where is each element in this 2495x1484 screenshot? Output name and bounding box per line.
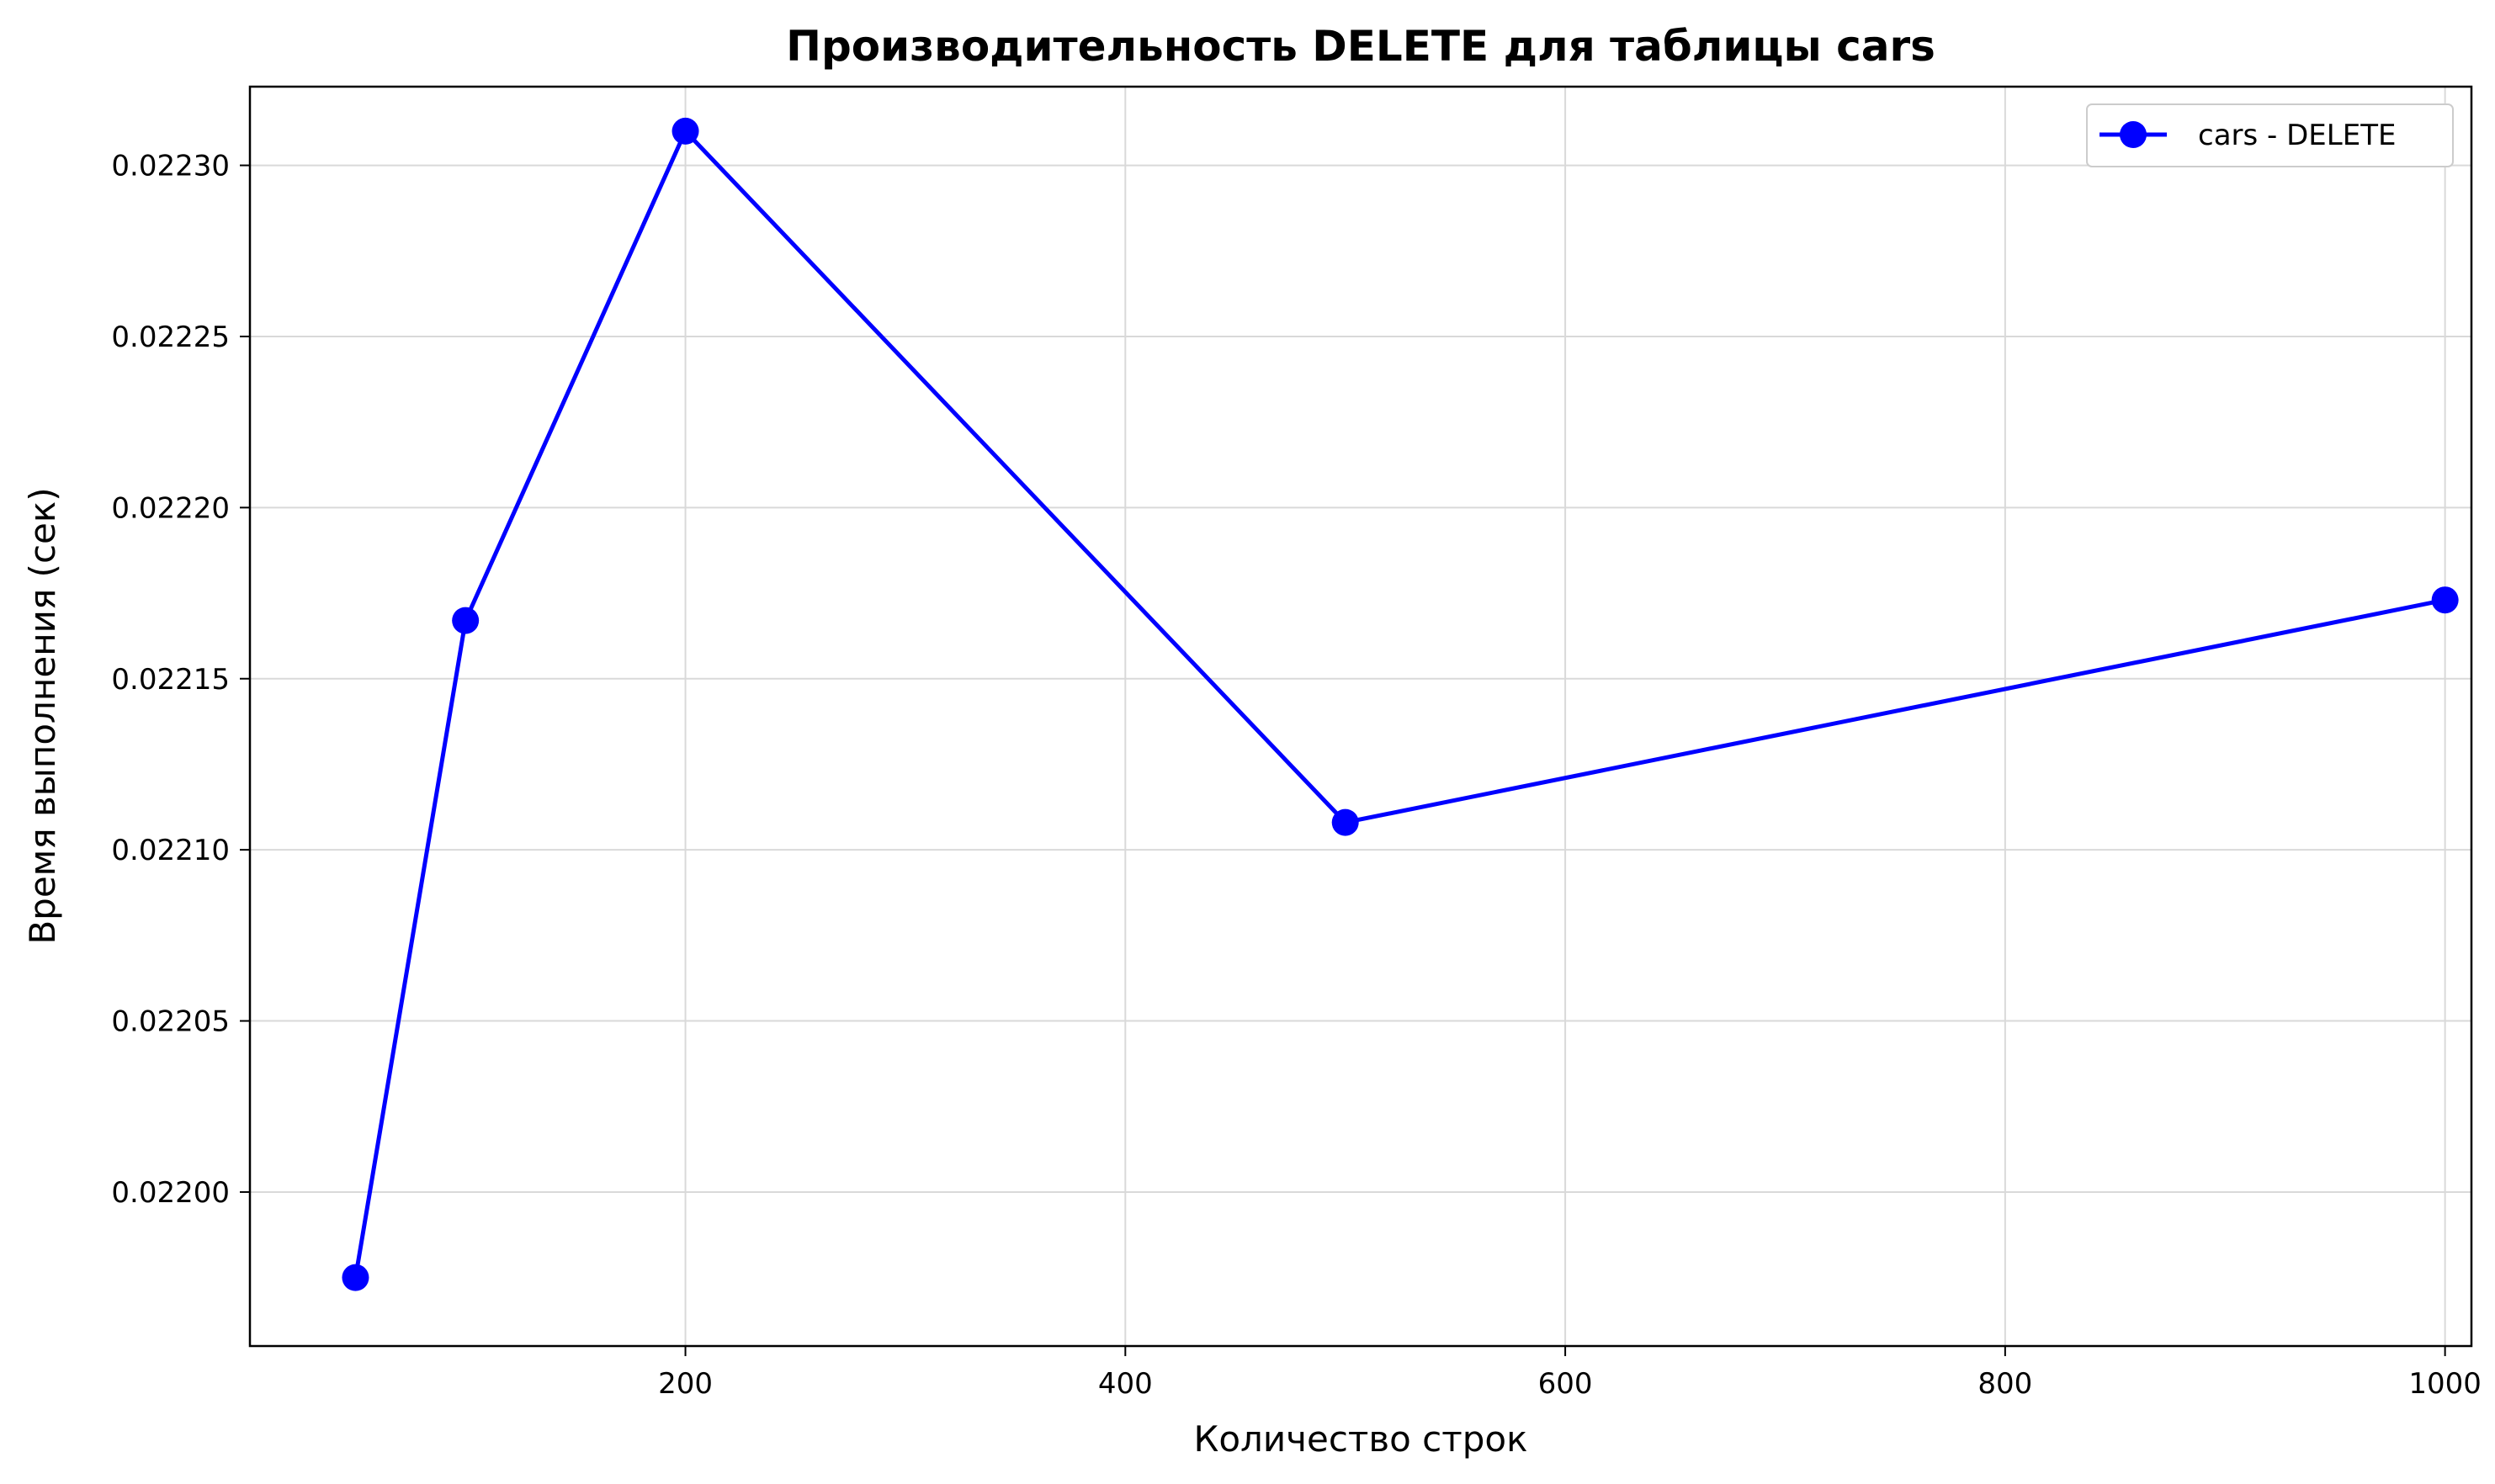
x-tick-label: 600 — [1538, 1367, 1593, 1401]
legend: cars - DELETE — [2086, 103, 2454, 167]
y-tick-label: 0.02225 — [111, 321, 230, 354]
x-axis-label: Количество строк — [1194, 1418, 1528, 1460]
data-point — [1331, 808, 1359, 836]
y-tick-label: 0.02230 — [111, 150, 230, 183]
y-tick-label: 0.02215 — [111, 663, 230, 697]
plot-frame — [248, 85, 2473, 1348]
data-point — [342, 1264, 369, 1291]
y-tick-label: 0.02210 — [111, 834, 230, 867]
axis-ticks: 200 400 600 800 1000 0.02200 0.02205 0.02210 0.0… — [111, 150, 2482, 1401]
legend-marker — [2120, 121, 2147, 148]
data-point — [672, 117, 699, 145]
y-tick-label: 0.02220 — [111, 491, 230, 525]
grid — [250, 87, 2471, 1346]
legend-label: cars - DELETE — [2198, 119, 2396, 152]
y-tick-label: 0.02205 — [111, 1005, 230, 1039]
x-tick-label: 400 — [1098, 1367, 1153, 1401]
x-tick-label: 800 — [1977, 1367, 2032, 1401]
y-axis-label: Время выполнения (сек) — [22, 487, 63, 944]
data-point — [2431, 586, 2459, 614]
x-tick-label: 200 — [658, 1367, 713, 1401]
x-tick-label: 1000 — [2408, 1367, 2482, 1401]
series-layer — [342, 117, 2459, 1291]
legend-box — [2086, 103, 2454, 167]
data-point — [452, 607, 480, 634]
chart-title: Производительность DELETE для таблицы ca… — [786, 22, 1935, 71]
y-tick-label: 0.02200 — [111, 1176, 230, 1210]
